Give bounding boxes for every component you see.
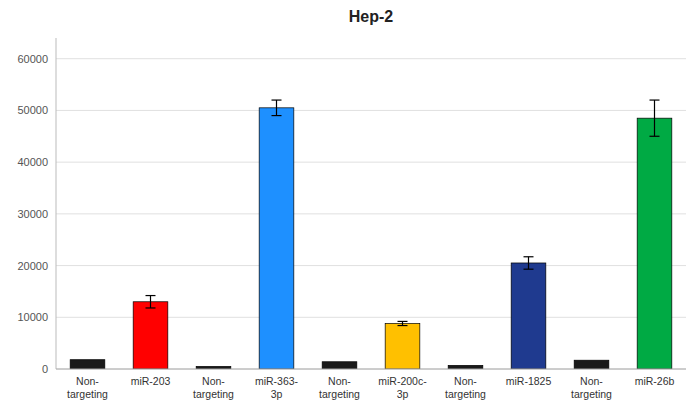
grid-line — [56, 265, 686, 266]
x-tick-label-line: miR-203 — [131, 375, 171, 387]
error-bar — [272, 100, 282, 116]
bar — [259, 108, 294, 369]
grid-line — [56, 58, 686, 59]
x-tick-label: miR-200c-3p — [378, 375, 427, 400]
grid-line — [56, 110, 686, 111]
x-tick-label-line: targeting — [319, 388, 360, 400]
error-bar — [524, 257, 534, 269]
x-tick-label-line: targeting — [571, 388, 612, 400]
grid-line — [56, 213, 686, 214]
x-tick-label-line: miR-200c- — [378, 375, 427, 387]
bar — [574, 360, 609, 369]
x-tick-label: Non-targeting — [319, 375, 360, 400]
bar — [385, 323, 420, 369]
marks — [70, 100, 672, 369]
error-bar-stem — [150, 296, 151, 308]
x-tick-label-line: 3p — [397, 388, 409, 400]
y-tick-label: 30000 — [17, 208, 48, 220]
background — [0, 0, 698, 413]
bar — [511, 263, 546, 369]
y-tick-label: 40000 — [17, 156, 48, 168]
x-tick-label-line: Non- — [328, 375, 351, 387]
error-bar-cap — [146, 307, 156, 308]
error-bar-cap — [398, 325, 408, 326]
grid — [56, 59, 686, 369]
x-tick-label: Non-targeting — [571, 375, 612, 400]
y-tick-label: 60000 — [17, 53, 48, 65]
x-tick-label-line: miR-26b — [635, 375, 675, 387]
error-bar-stem — [528, 257, 529, 269]
x-tick-label-line: miR-363- — [255, 375, 299, 387]
grid-line — [56, 369, 686, 370]
error-bar-cap — [650, 99, 660, 100]
bar — [448, 365, 483, 369]
x-tick-label-line: miR-1825 — [506, 375, 552, 387]
y-tick-label: 10000 — [17, 311, 48, 323]
x-tick-label: Non-targeting — [445, 375, 486, 400]
x-axis-line — [56, 369, 686, 370]
x-tick-label-line: targeting — [67, 388, 108, 400]
bar — [70, 360, 105, 369]
chart-container: Hep-2 0 10000 20000 30000 40000 50000 60000 Non-… — [0, 0, 698, 413]
x-tick-label: Non-targeting — [67, 375, 108, 400]
x-tick-label-line: Non- — [76, 375, 99, 387]
x-tick-label: miR-363-3p — [255, 375, 299, 400]
y-axis-line — [56, 38, 57, 369]
grid-line — [56, 162, 686, 163]
error-bar-cap — [650, 136, 660, 137]
error-bar-stem — [654, 100, 655, 136]
chart-svg: Hep-2 0 10000 20000 30000 40000 50000 60000 Non-… — [0, 0, 698, 413]
title: Hep-2 — [349, 8, 394, 25]
error-bar-stem — [276, 100, 277, 116]
x-tick-label-line: 3p — [271, 388, 283, 400]
error-bar-stem — [402, 321, 403, 325]
bar — [133, 302, 168, 369]
error-bar — [398, 321, 408, 325]
x-tick-label: miR-26b — [635, 375, 675, 387]
x-tick-label-line: Non- — [202, 375, 225, 387]
error-bar-cap — [146, 295, 156, 296]
bar — [322, 362, 357, 369]
x-tick-label: miR-1825 — [506, 375, 552, 387]
x-tick-label-line: targeting — [193, 388, 234, 400]
x-tick-label: Non-targeting — [193, 375, 234, 400]
error-bar-cap — [398, 321, 408, 322]
y-tick-label: 0 — [42, 363, 48, 375]
x-tick-label-line: Non- — [580, 375, 603, 387]
error-bar-cap — [524, 256, 534, 257]
x-tick-label: miR-203 — [131, 375, 171, 387]
x-tick-label-line: Non- — [454, 375, 477, 387]
bar — [637, 118, 672, 369]
y-tick-label: 20000 — [17, 260, 48, 272]
x-tick-label-line: targeting — [445, 388, 486, 400]
error-bar — [146, 296, 156, 308]
error-bar — [650, 100, 660, 136]
error-bar-cap — [272, 99, 282, 100]
error-bar-cap — [524, 269, 534, 270]
y-tick-label: 50000 — [17, 104, 48, 116]
error-bar-cap — [272, 115, 282, 116]
